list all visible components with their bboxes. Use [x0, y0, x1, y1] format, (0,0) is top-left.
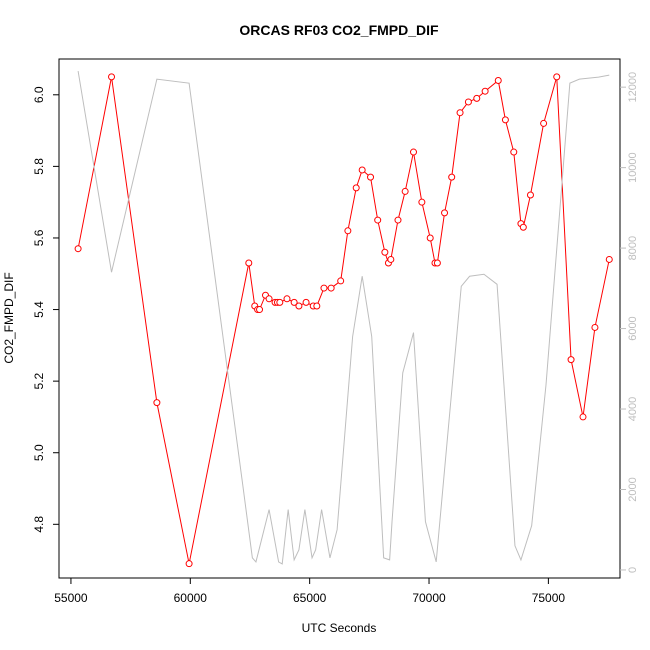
x-axis-label: UTC Seconds [302, 621, 377, 635]
series-line-right [77, 70, 610, 565]
y2-tick-label: 6000 [627, 316, 639, 340]
plot-frame [58, 58, 621, 579]
data-point [313, 302, 321, 310]
y-tick-label: 5.2 [32, 372, 46, 389]
data-point [265, 295, 273, 303]
data-point [448, 173, 456, 181]
data-point [510, 148, 518, 156]
data-point [245, 259, 253, 267]
series-layer [74, 70, 613, 568]
x-axis: 55000 60000 65000 70000 75000 [54, 578, 565, 605]
y-tick-label: 5.4 [32, 301, 46, 318]
y2-tick-label: 4000 [627, 397, 639, 421]
y-tick-label: 6.0 [32, 86, 46, 103]
data-point [302, 298, 310, 306]
chart-title: ORCAS RF03 CO2_FMPD_DIF [239, 22, 439, 38]
data-point [276, 298, 284, 306]
y-tick-label: 5.6 [32, 229, 46, 246]
y2-tick-label: 12000 [627, 72, 639, 103]
x-tick-label: 75000 [532, 591, 566, 605]
data-point [320, 284, 328, 292]
x-tick-label: 60000 [174, 591, 208, 605]
data-point [295, 302, 303, 310]
data-point [481, 87, 489, 95]
y2-tick-label: 10000 [627, 152, 639, 183]
data-point [74, 245, 82, 253]
data-point [501, 116, 509, 124]
x-tick-label: 55000 [54, 591, 88, 605]
y-axis-label: CO2_FMPD_DIF [2, 272, 16, 363]
data-point [337, 277, 345, 285]
y2-tick-label: 0 [627, 567, 639, 573]
data-point [494, 76, 502, 84]
data-point [256, 306, 264, 314]
data-point [579, 413, 587, 421]
y-axis: 4.8 5.0 5.2 5.4 5.6 5.8 6.0 [32, 86, 59, 533]
x-tick-label: 65000 [293, 591, 327, 605]
x-tick-label: 70000 [412, 591, 446, 605]
data-point [519, 223, 527, 231]
data-point [283, 295, 291, 303]
data-point [410, 148, 417, 156]
series-line-left [77, 76, 610, 564]
data-point [526, 191, 534, 199]
data-point [433, 259, 441, 267]
data-point [327, 284, 335, 292]
data-point [441, 209, 449, 217]
y-tick-label: 5.0 [32, 444, 46, 461]
data-point [381, 248, 389, 256]
data-point [358, 166, 366, 174]
data-point [591, 323, 599, 331]
data-point [367, 173, 375, 181]
y-tick-label: 5.8 [32, 158, 46, 175]
data-point [374, 216, 382, 224]
y2-tick-label: 8000 [627, 236, 639, 260]
data-point [605, 255, 613, 263]
data-point [108, 73, 116, 81]
data-point [394, 216, 402, 224]
y2-tick-label: 2000 [627, 477, 639, 501]
data-point [567, 356, 575, 364]
data-point [387, 255, 395, 263]
data-point [401, 187, 409, 195]
data-point [540, 119, 548, 127]
y-tick-label: 4.8 [32, 516, 46, 533]
data-point [426, 234, 434, 242]
data-point [553, 73, 561, 81]
right-y-axis: 0 2000 4000 6000 8000 10000 12000 [620, 72, 639, 573]
data-point [153, 399, 161, 407]
data-point [473, 94, 481, 102]
data-point [464, 98, 472, 106]
data-point [456, 109, 464, 117]
data-point [344, 227, 352, 235]
data-point [290, 298, 298, 306]
data-point [352, 184, 360, 192]
data-point [185, 560, 193, 568]
data-point [418, 198, 426, 206]
